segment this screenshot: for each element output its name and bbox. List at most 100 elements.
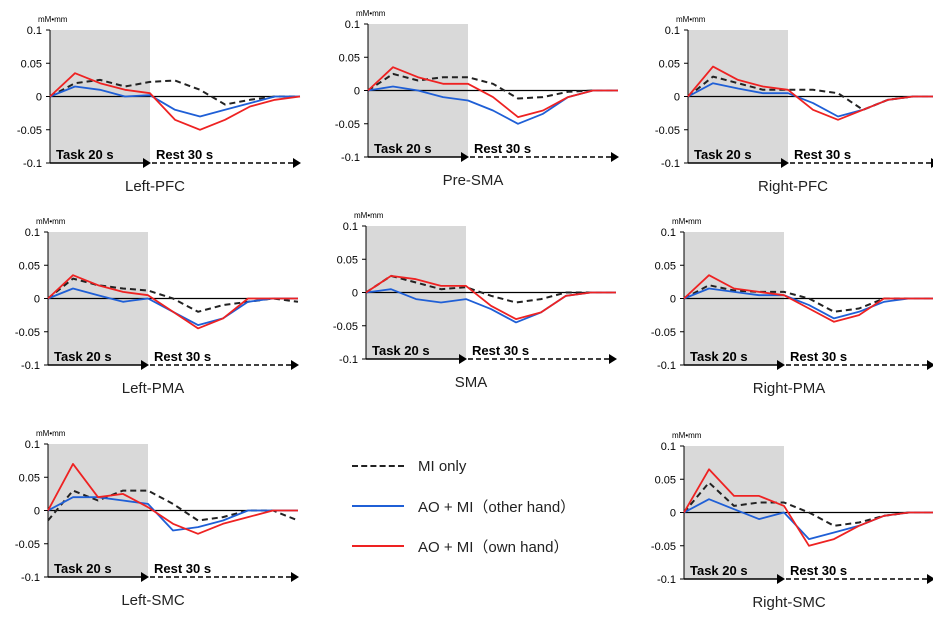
legend-item-mi-only: MI only bbox=[352, 455, 466, 477]
task-label: Task 20 s bbox=[54, 561, 112, 576]
task-label: Task 20 s bbox=[56, 147, 114, 162]
rest-label: Rest 30 s bbox=[790, 349, 847, 364]
series-line-mi-only bbox=[49, 78, 300, 106]
y-tick-label: 0 bbox=[34, 506, 40, 518]
rest-label: Rest 30 s bbox=[472, 343, 529, 358]
panel-left-pma: 0.1 0.05 0 -0.05 -0.1 mM•mm Task 20 s Rest 30 s… bbox=[15, 217, 299, 397]
legend-item-ao-mi-own-hand: AO + MI（own hand） bbox=[352, 535, 568, 557]
y-tick-label: -0.05 bbox=[15, 327, 40, 339]
y-tick-label: 0.05 bbox=[21, 58, 42, 70]
task-label: Task 20 s bbox=[372, 343, 430, 358]
y-tick-label: 0.05 bbox=[655, 474, 676, 486]
rest-label: Rest 30 s bbox=[156, 147, 213, 162]
task-label: Task 20 s bbox=[694, 147, 752, 162]
y-tick-label: 0.1 bbox=[27, 25, 42, 37]
task-arrowhead bbox=[777, 574, 785, 584]
y-tick-label: 0.1 bbox=[665, 25, 680, 37]
y-tick-label: 0.1 bbox=[661, 227, 676, 239]
rest-label: Rest 30 s bbox=[790, 563, 847, 578]
series-line-ao-mi-own-hand bbox=[365, 274, 616, 321]
task-arrowhead bbox=[461, 152, 469, 162]
panel-right-smc: 0.1 0.05 0 -0.05 -0.1 mM•mm Task 20 s Rest 30 s… bbox=[651, 431, 933, 611]
task-label: Task 20 s bbox=[374, 141, 432, 156]
series-line-ao-mi-own-hand bbox=[687, 65, 933, 121]
panel-left-smc: 0.1 0.05 0 -0.05 -0.1 mM•mm Task 20 s Rest 30 s… bbox=[15, 429, 299, 609]
y-tick-label: 0.1 bbox=[345, 19, 360, 31]
y-tick-label: -0.1 bbox=[339, 354, 358, 366]
y-tick-label: -0.05 bbox=[17, 125, 42, 137]
y-tick-label: -0.1 bbox=[21, 572, 40, 584]
y-tick-label: 0 bbox=[674, 92, 680, 104]
y-tick-label: 0.1 bbox=[343, 221, 358, 233]
task-label: Task 20 s bbox=[690, 563, 748, 578]
task-label: Task 20 s bbox=[690, 349, 748, 364]
panel-title: Pre-SMA bbox=[443, 172, 504, 189]
legend-swatch-ao-mi-other-hand bbox=[352, 505, 404, 507]
y-tick-label: 0.05 bbox=[659, 58, 680, 70]
panel-title: Right-PFC bbox=[758, 178, 828, 195]
panel-title: Left-SMC bbox=[121, 592, 185, 609]
legend-swatch-ao-mi-own-hand bbox=[352, 545, 404, 547]
task-arrowhead bbox=[143, 158, 151, 168]
y-tick-label: 0 bbox=[354, 86, 360, 98]
rest-label: Rest 30 s bbox=[154, 349, 211, 364]
y-tick-label: -0.1 bbox=[657, 360, 676, 372]
y-tick-label: 0 bbox=[352, 288, 358, 300]
panel-right-pfc: 0.1 0.05 0 -0.05 -0.1 mM•mm Task 20 s Rest 30 s… bbox=[655, 15, 933, 195]
y-tick-label: -0.1 bbox=[21, 360, 40, 372]
series-line-ao-mi-own-hand bbox=[47, 462, 298, 535]
series-line-ao-mi-own-hand bbox=[47, 274, 298, 330]
panel-sma: 0.1 0.05 0 -0.05 -0.1 mM•mm Task 20 s Rest 30 s… bbox=[333, 211, 617, 391]
panel-title: SMA bbox=[455, 374, 488, 391]
series-line-mi-only bbox=[683, 481, 933, 527]
series-line-ao-mi-own-hand bbox=[367, 66, 618, 118]
series-line-mi-only bbox=[367, 72, 618, 100]
y-tick-label: 0.1 bbox=[25, 439, 40, 451]
legend-item-ao-mi-other-hand: AO + MI（other hand） bbox=[352, 495, 575, 517]
y-tick-label: -0.1 bbox=[23, 158, 42, 170]
task-arrowhead bbox=[141, 360, 149, 370]
legend-label-mi-only: MI only bbox=[418, 457, 467, 475]
y-tick-label: -0.05 bbox=[655, 125, 680, 137]
y-tick-label: 0.1 bbox=[661, 441, 676, 453]
rest-arrowhead bbox=[927, 574, 933, 584]
y-tick-label: 0.1 bbox=[25, 227, 40, 239]
rest-arrowhead bbox=[291, 360, 299, 370]
y-tick-label: 0.05 bbox=[655, 260, 676, 272]
y-tick-label: -0.05 bbox=[335, 119, 360, 131]
task-arrowhead bbox=[459, 354, 467, 364]
unit-label: mM•mm bbox=[672, 431, 702, 440]
unit-label: mM•mm bbox=[36, 429, 66, 438]
series-line-mi-only bbox=[365, 274, 616, 304]
panel-title: Right-SMC bbox=[752, 594, 826, 611]
task-label: Task 20 s bbox=[54, 349, 112, 364]
panel-left-pfc: 0.1 0.05 0 -0.05 -0.1 mM•mm Task 20 s Rest 30 s… bbox=[17, 15, 301, 195]
y-tick-label: 0 bbox=[34, 294, 40, 306]
series-line-ao-mi-own-hand bbox=[49, 72, 301, 131]
unit-label: mM•mm bbox=[36, 217, 66, 226]
rest-arrowhead bbox=[927, 360, 933, 370]
series-line-ao-mi-own-hand bbox=[683, 468, 933, 547]
panel-right-pma: 0.1 0.05 0 -0.05 -0.1 mM•mm Task 20 s Rest 30 s… bbox=[651, 217, 933, 397]
series-line-ao-mi-other-hand bbox=[683, 287, 933, 320]
y-tick-label: -0.05 bbox=[15, 539, 40, 551]
unit-label: mM•mm bbox=[38, 15, 68, 24]
y-tick-label: -0.1 bbox=[341, 152, 360, 164]
y-tick-label: 0 bbox=[670, 294, 676, 306]
series-line-ao-mi-own-hand bbox=[683, 274, 933, 323]
legend-swatch-mi-only bbox=[352, 465, 404, 467]
unit-label: mM•mm bbox=[354, 211, 384, 220]
panel-title: Right-PMA bbox=[753, 380, 826, 397]
y-tick-label: 0.05 bbox=[19, 260, 40, 272]
rest-arrowhead bbox=[291, 572, 299, 582]
series-line-ao-mi-other-hand bbox=[47, 496, 298, 532]
rest-label: Rest 30 s bbox=[154, 561, 211, 576]
y-tick-label: -0.1 bbox=[661, 158, 680, 170]
rest-label: Rest 30 s bbox=[474, 141, 531, 156]
series-line-mi-only bbox=[683, 284, 933, 313]
rest-arrowhead bbox=[611, 152, 619, 162]
panel-title: Left-PFC bbox=[125, 178, 185, 195]
y-tick-label: -0.1 bbox=[657, 574, 676, 586]
rest-arrowhead bbox=[609, 354, 617, 364]
